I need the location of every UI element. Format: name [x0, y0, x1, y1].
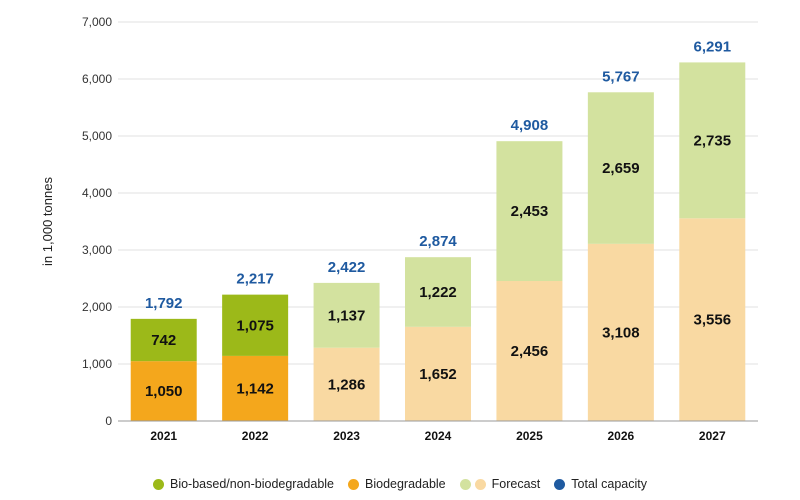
data-label-biodegradable-2025: 2,456	[511, 343, 549, 360]
total-label-2026: 5,767	[602, 68, 640, 85]
total-label-2024: 2,874	[419, 233, 457, 250]
x-tick-label: 2021	[150, 429, 177, 443]
legend-swatch-forecast	[459, 478, 486, 490]
total-label-2022: 2,217	[236, 271, 274, 288]
data-label-biodegradable-2021: 1,050	[145, 383, 183, 400]
legend-item-total-capacity: Total capacity	[554, 477, 647, 491]
bar-bio-based-2024	[405, 257, 471, 327]
data-label-bio-based-2022: 1,075	[236, 317, 274, 334]
y-tick-label: 4,000	[82, 186, 112, 200]
bar-bio-based-2022	[222, 294, 289, 356]
total-label-2023: 2,422	[328, 259, 366, 276]
data-label-bio-based-2026: 2,659	[602, 160, 640, 177]
x-tick-label: 2027	[699, 429, 726, 443]
y-tick-label: 5,000	[82, 129, 112, 143]
bar-biodegradable-2021	[130, 361, 197, 421]
legend-label-total-capacity: Total capacity	[571, 477, 647, 491]
bar-biodegradable-2023	[313, 347, 380, 421]
legend-item-biodegradable: Biodegradable	[348, 477, 446, 491]
data-label-biodegradable-2022: 1,142	[236, 380, 274, 397]
bar-biodegradable-2024	[405, 326, 471, 421]
total-label-2025: 4,908	[511, 117, 549, 134]
bar-bio-based-2026	[587, 92, 654, 244]
legend-label-forecast: Forecast	[491, 477, 541, 491]
legend-swatch-biodegradable	[348, 478, 359, 490]
data-label-bio-based-2023: 1,137	[328, 307, 366, 324]
y-tick-label: 1,000	[82, 357, 112, 371]
bar-bio-based-2021	[130, 318, 197, 362]
bar-biodegradable-2022	[222, 355, 289, 421]
total-label-2021: 1,792	[145, 295, 183, 312]
y-axis-label: in 1,000 tonnes	[40, 177, 55, 266]
y-tick-label: 3,000	[82, 243, 112, 257]
data-label-bio-based-2024: 1,222	[419, 284, 457, 301]
x-tick-label: 2023	[333, 429, 360, 443]
x-tick-label: 2024	[425, 429, 452, 443]
legend-item-bio-based: Bio-based/non-biodegradable	[152, 477, 334, 491]
x-tick-label: 2025	[516, 429, 543, 443]
x-tick-label: 2026	[608, 429, 635, 443]
y-tick-label: 2,000	[82, 300, 112, 314]
y-tick-label: 6,000	[82, 72, 112, 86]
data-label-biodegradable-2023: 1,286	[328, 376, 366, 393]
data-label-biodegradable-2027: 3,556	[694, 312, 732, 329]
total-label-2027: 6,291	[694, 38, 732, 55]
legend: Bio-based/non-biodegradable Biodegradabl…	[0, 472, 800, 496]
bar-bio-based-2025	[496, 141, 563, 282]
legend-item-forecast: Forecast	[459, 477, 541, 491]
x-axis-ticks: 2021 2022 2023 2024 2025 2026 2027	[150, 429, 726, 443]
data-label-biodegradable-2024: 1,652	[419, 366, 457, 383]
data-label-biodegradable-2026: 3,108	[602, 324, 640, 341]
bar-biodegradable-2027	[679, 218, 746, 421]
bar-biodegradable-2025	[496, 281, 563, 421]
x-tick-label: 2022	[242, 429, 269, 443]
legend-swatch-total-capacity	[554, 478, 566, 490]
data-label-bio-based-2025: 2,453	[511, 203, 549, 220]
bars: 1,050 742 1,792 1,142 1,075 2,217 1,286 1,137 2,…	[130, 38, 746, 421]
bar-bio-based-2027	[679, 62, 746, 219]
y-tick-label: 7,000	[82, 15, 112, 29]
data-label-bio-based-2027: 2,735	[694, 132, 732, 149]
legend-label-bio-based: Bio-based/non-biodegradable	[169, 477, 334, 491]
legend-label-biodegradable: Biodegradable	[365, 477, 446, 491]
bar-bio-based-2023	[313, 282, 380, 348]
data-label-bio-based-2021: 742	[151, 332, 176, 349]
y-tick-label: 0	[105, 414, 112, 428]
bar-biodegradable-2026	[587, 243, 654, 421]
y-axis-ticks: 0 1,000 2,000 3,000 4,000 5,000 6,000 7,000	[82, 15, 112, 428]
legend-swatch-bio-based	[152, 478, 164, 490]
